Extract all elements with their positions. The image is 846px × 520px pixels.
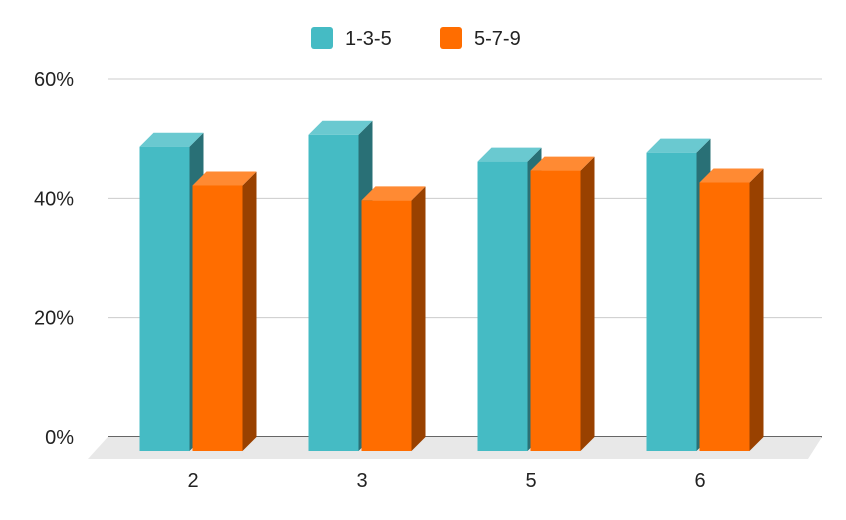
bar-top-face: [192, 171, 257, 186]
bar-front-face: [308, 134, 359, 451]
y-tick-label: 40%: [34, 188, 74, 210]
legend-swatch: [440, 27, 462, 49]
bar-top-face: [361, 186, 426, 201]
bar-5-7-9-3: [361, 186, 426, 451]
bar-front-face: [361, 200, 412, 451]
bar-5-7-9-5: [530, 156, 595, 452]
bars: [139, 120, 764, 452]
legend-item: 5-7-9: [440, 27, 521, 50]
bar-top-face: [530, 156, 595, 171]
x-tick-label: 6: [694, 470, 705, 492]
x-tick-label: 2: [187, 470, 198, 492]
bar-top-face: [308, 120, 373, 135]
bar-top-face: [646, 138, 711, 153]
legend-item: 1-3-5: [311, 27, 392, 50]
chart-floor: [88, 437, 822, 459]
y-tick-label: 0%: [45, 427, 74, 449]
x-axis-tick-labels: 2 3 5 6: [187, 470, 705, 492]
y-tick-label: 20%: [34, 308, 74, 330]
bar-5-7-9-6: [699, 168, 764, 451]
bar-front-face: [139, 146, 190, 451]
bar-front-face: [699, 182, 750, 451]
bar-side-face: [411, 186, 426, 451]
bar-side-face: [580, 156, 595, 452]
floor-plane: [88, 437, 822, 459]
bar-top-face: [139, 132, 204, 147]
bar-top-face: [477, 147, 542, 162]
legend-swatch: [311, 27, 333, 49]
bar-front-face: [530, 170, 581, 452]
legend: 1-3-5 5-7-9: [311, 27, 521, 50]
x-tick-label: 5: [525, 470, 536, 492]
y-axis-tick-labels: 0% 20% 40% 60%: [34, 69, 74, 449]
legend-label: 5-7-9: [474, 28, 521, 50]
bar-front-face: [477, 161, 528, 451]
legend-label: 1-3-5: [345, 28, 392, 50]
bar-front-face: [192, 185, 243, 451]
bar-front-face: [646, 152, 697, 451]
y-tick-label: 60%: [34, 69, 74, 91]
bar-side-face: [749, 168, 764, 451]
bar-side-face: [242, 171, 257, 451]
bar-top-face: [699, 168, 764, 183]
x-tick-label: 3: [356, 470, 367, 492]
bar-5-7-9-2: [192, 171, 257, 451]
